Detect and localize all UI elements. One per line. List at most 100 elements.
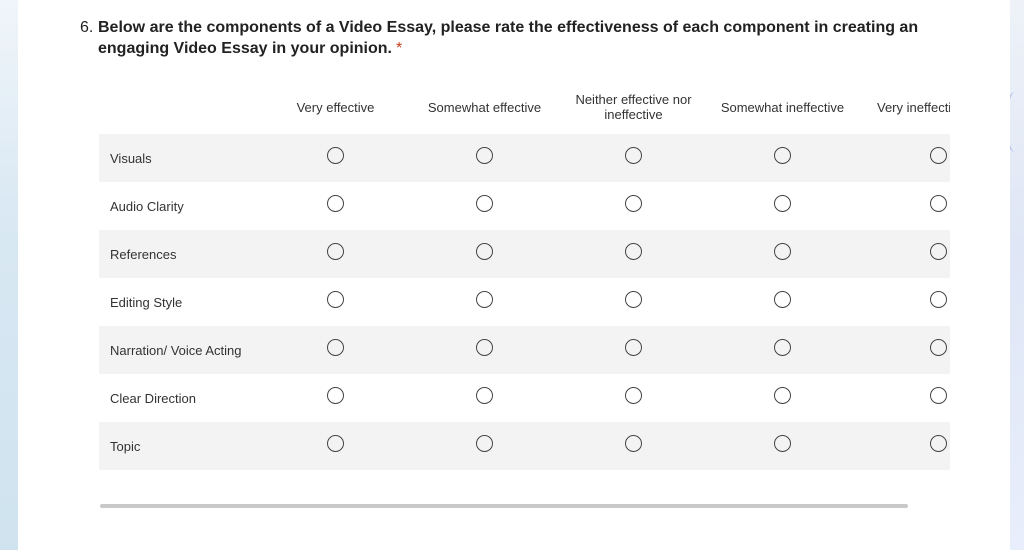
radio-very-effective[interactable] [327,291,344,308]
background-left [0,0,22,550]
radio-cell [559,470,708,475]
radio-very-ineffective[interactable] [930,195,947,212]
radio-cell [857,278,950,326]
question-number: 6. [80,19,94,36]
radio-cell [559,230,708,278]
radio-cell [857,182,950,230]
required-asterisk: * [395,40,403,57]
column-header-somewhat-ineffective: Somewhat ineffective [720,99,845,115]
radio-very-ineffective[interactable] [930,387,947,404]
radio-cell [410,134,559,182]
radio-cell [261,182,410,230]
radio-somewhat-ineffective[interactable] [774,435,791,452]
radio-cell [261,422,410,470]
radio-cell [261,326,410,374]
radio-cell [559,422,708,470]
radio-cell [261,470,410,475]
radio-very-effective[interactable] [327,147,344,164]
radio-cell [708,134,857,182]
radio-cell [410,230,559,278]
radio-cell [708,326,857,374]
radio-neither[interactable] [625,387,642,404]
row-label: References [99,230,261,278]
radio-very-effective[interactable] [327,387,344,404]
table-row: References [99,230,950,278]
radio-cell [708,182,857,230]
row-label: Audio Clarity [99,182,261,230]
radio-cell [857,326,950,374]
radio-somewhat-effective[interactable] [476,435,493,452]
radio-cell [261,374,410,422]
row-label: Narration/ Voice Acting [99,326,261,374]
radio-somewhat-ineffective[interactable] [774,195,791,212]
radio-neither[interactable] [625,291,642,308]
radio-cell [857,374,950,422]
radio-somewhat-ineffective[interactable] [774,387,791,404]
radio-very-effective[interactable] [327,339,344,356]
radio-cell [857,422,950,470]
likert-table-scroll[interactable]: Very effective Somewhat effective Neithe… [99,80,950,475]
header-row: Very effective Somewhat effective Neithe… [99,80,950,134]
radio-cell [410,470,559,475]
likert-table: Very effective Somewhat effective Neithe… [99,80,950,475]
radio-cell [708,470,857,475]
radio-very-ineffective[interactable] [930,435,947,452]
radio-cell [559,278,708,326]
horizontal-scrollbar[interactable] [100,504,908,508]
radio-somewhat-ineffective[interactable] [774,339,791,356]
radio-cell [410,182,559,230]
column-header-somewhat-effective: Somewhat effective [427,99,542,115]
radio-very-effective[interactable] [327,195,344,212]
radio-somewhat-ineffective[interactable] [774,291,791,308]
radio-very-effective[interactable] [327,243,344,260]
radio-neither[interactable] [625,435,642,452]
radio-cell [559,326,708,374]
radio-somewhat-effective[interactable] [476,339,493,356]
column-header-very-ineffective: Very ineffecti [877,99,950,115]
header-corner [99,80,261,134]
table-row: Narration/ Voice Acting [99,326,950,374]
column-header-neither: Neither effective nor ineffective [575,92,692,122]
radio-cell [708,230,857,278]
radio-very-ineffective[interactable] [930,291,947,308]
radio-very-ineffective[interactable] [930,243,947,260]
table-row: Clear Direction [99,374,950,422]
radio-somewhat-ineffective[interactable] [774,147,791,164]
radio-very-ineffective[interactable] [930,147,947,164]
table-row: Visuals [99,134,950,182]
radio-somewhat-effective[interactable] [476,195,493,212]
radio-cell [708,278,857,326]
radio-somewhat-effective[interactable] [476,387,493,404]
radio-cell [261,230,410,278]
radio-somewhat-effective[interactable] [476,147,493,164]
radio-neither[interactable] [625,243,642,260]
radio-cell [261,278,410,326]
radio-cell [559,134,708,182]
question-title: Below are the components of a Video Essa… [98,17,938,59]
question-card: 6. Below are the components of a Video E… [18,0,1010,550]
table-row: Editing Style [99,278,950,326]
radio-very-effective[interactable] [327,435,344,452]
row-label: Topic [99,422,261,470]
radio-cell [559,182,708,230]
radio-somewhat-ineffective[interactable] [774,243,791,260]
radio-cell [708,422,857,470]
radio-somewhat-effective[interactable] [476,291,493,308]
table-row: Video Essay Duration [99,470,950,475]
row-label: Editing Style [99,278,261,326]
radio-very-ineffective[interactable] [930,339,947,356]
column-header-very-effective: Very effective [296,99,375,115]
radio-cell [857,134,950,182]
radio-cell [410,422,559,470]
radio-cell [410,326,559,374]
radio-neither[interactable] [625,195,642,212]
table-row: Topic [99,422,950,470]
radio-neither[interactable] [625,147,642,164]
radio-neither[interactable] [625,339,642,356]
radio-cell [857,470,950,475]
row-label: Clear Direction [99,374,261,422]
radio-cell [559,374,708,422]
radio-cell [857,230,950,278]
radio-somewhat-effective[interactable] [476,243,493,260]
radio-cell [261,134,410,182]
